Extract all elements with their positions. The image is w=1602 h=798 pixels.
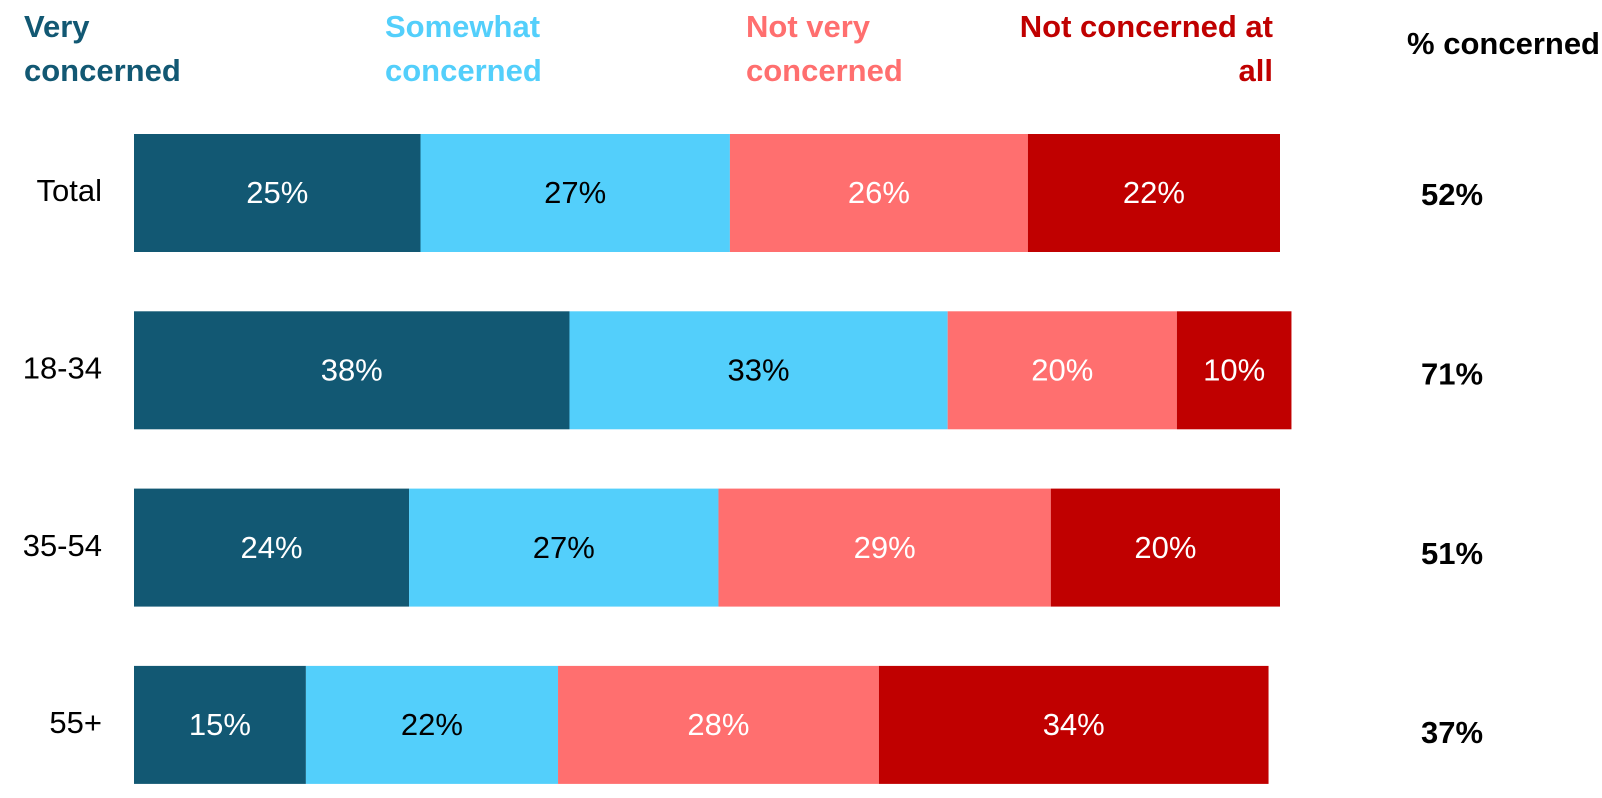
value-label: 29%	[854, 530, 916, 565]
bar-segment	[305, 665, 559, 784]
bar-segment	[558, 665, 879, 784]
bar-segment	[134, 488, 410, 607]
bar-segment	[1176, 311, 1292, 430]
category-label: 55+	[49, 705, 102, 740]
bar-segment	[134, 665, 306, 784]
legend-entry: Very concerned	[24, 9, 181, 88]
bar-segment	[1050, 488, 1280, 607]
legend-entry: Not concerned at all	[1019, 9, 1273, 88]
value-label: 34%	[1043, 707, 1105, 742]
value-label: 10%	[1203, 352, 1265, 387]
value-label: 27%	[533, 530, 595, 565]
legend-entry: Somewhat concerned	[385, 9, 542, 88]
summary-value: 37%	[1421, 715, 1483, 750]
summary-value: 71%	[1421, 356, 1483, 391]
bar-segment	[1027, 134, 1280, 252]
value-label: 38%	[321, 352, 383, 387]
value-label: 26%	[848, 175, 910, 210]
bar-segment	[569, 311, 948, 430]
summary-header: % concerned	[1407, 26, 1600, 61]
category-label: 18-34	[23, 350, 102, 385]
value-label: 22%	[401, 707, 463, 742]
category-label: Total	[37, 173, 102, 208]
bar-segment	[134, 134, 421, 252]
value-label: 22%	[1123, 175, 1185, 210]
value-label: 25%	[246, 175, 308, 210]
legend-entry: Not very concerned	[746, 9, 903, 88]
bar-segment	[878, 665, 1269, 784]
bar-segment	[420, 134, 730, 252]
bar-segment	[947, 311, 1177, 430]
summary-value: 52%	[1421, 177, 1483, 212]
bar-segment	[729, 134, 1028, 252]
value-label: 27%	[544, 175, 606, 210]
summary-value: 51%	[1421, 536, 1483, 571]
category-label: 35-54	[23, 528, 102, 563]
value-label: 33%	[728, 352, 790, 387]
value-label: 15%	[189, 707, 251, 742]
bar-segment	[409, 488, 719, 607]
bar-segment	[718, 488, 1051, 607]
value-label: 20%	[1134, 530, 1196, 565]
value-label: 24%	[240, 530, 302, 565]
bar-segment	[134, 311, 570, 430]
value-label: 20%	[1031, 352, 1093, 387]
value-label: 28%	[687, 707, 749, 742]
